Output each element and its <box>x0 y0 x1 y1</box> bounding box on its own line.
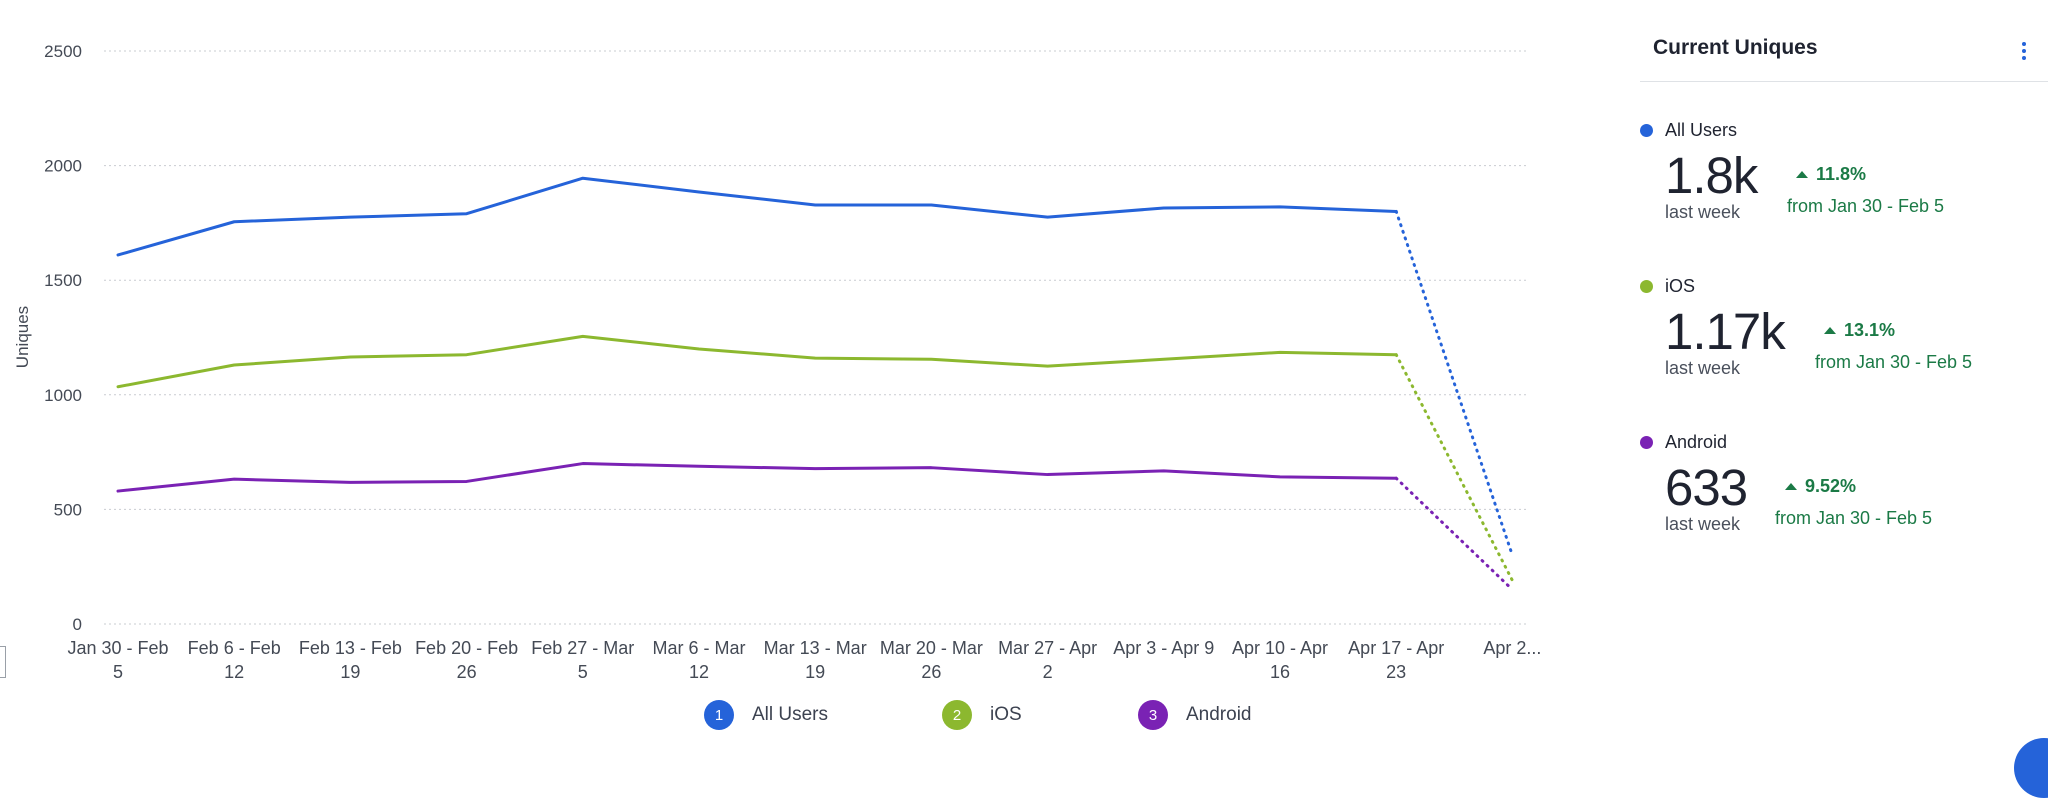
panel-title: Current Uniques <box>1653 36 1818 59</box>
x-tick-label: Feb 6 - Feb <box>188 638 281 658</box>
metric-change: 13.1% <box>1824 320 1895 341</box>
x-tick-label: Apr 2... <box>1483 638 1540 658</box>
metric-ios: iOS 1.17k last week 13.1% from Jan 30 - … <box>1640 276 2048 416</box>
legend-label-android: Android <box>1186 704 1252 725</box>
metric-value: 1.17k <box>1665 303 1786 360</box>
x-tick-label: Feb 13 - Feb <box>299 638 402 658</box>
offscreen-control[interactable] <box>0 646 6 678</box>
x-tick-label: 23 <box>1386 662 1406 682</box>
x-tick-label: 12 <box>689 662 709 682</box>
metric-value: 633 <box>1665 459 1748 516</box>
series-incomplete-all-users <box>1394 209 1514 557</box>
floating-action-button[interactable] <box>2014 738 2048 798</box>
metric-name: Android <box>1665 432 1728 452</box>
panel-divider <box>1640 81 2048 82</box>
x-tick-label: 19 <box>340 662 360 682</box>
arrow-up-icon <box>1785 483 1797 490</box>
y-tick-label: 500 <box>54 500 82 519</box>
metric-change-value: 9.52% <box>1805 476 1857 496</box>
metric-change-value: 11.8% <box>1816 164 1867 184</box>
x-tick-label: 12 <box>224 662 244 682</box>
legend-label-ios: iOS <box>990 704 1022 725</box>
metric-change-value: 13.1% <box>1844 320 1896 340</box>
series-line-all-users <box>116 176 1398 257</box>
arrow-up-icon <box>1796 171 1808 178</box>
metric-value: 1.8k <box>1665 147 1758 204</box>
x-tick-label: Mar 20 - Mar <box>880 638 983 658</box>
legend-item-ios[interactable]: 2 iOS <box>942 700 1022 730</box>
y-tick-label: 2000 <box>44 157 82 176</box>
metric-comparison: from Jan 30 - Feb 5 <box>1775 508 1933 528</box>
series-line-ios <box>116 334 1398 389</box>
x-tick-label: 19 <box>805 662 825 682</box>
legend-item-android[interactable]: 3 Android <box>1138 700 1252 730</box>
x-tick-label: 26 <box>921 662 941 682</box>
metric-name: iOS <box>1665 276 1696 296</box>
x-tick-label: Mar 13 - Mar <box>764 638 867 658</box>
metric-name: All Users <box>1665 120 1738 140</box>
metric-android: Android 633 last week 9.52% from Jan 30 … <box>1640 432 2048 572</box>
x-tick-label: 16 <box>1270 662 1290 682</box>
x-tick-label: Feb 27 - Mar <box>531 638 634 658</box>
series-dot-icon <box>1640 124 1653 137</box>
chart-legend: 1 All Users 2 iOS 3 Android <box>0 700 1530 736</box>
legend-item-all-users[interactable]: 1 All Users <box>704 700 828 730</box>
y-tick-label: 1000 <box>44 386 82 405</box>
series-incomplete-ios <box>1394 353 1514 582</box>
series-incomplete-android <box>1394 476 1514 592</box>
metric-change: 9.52% <box>1785 476 1856 497</box>
y-tick-label: 0 <box>73 615 82 634</box>
legend-badge-ios: 2 <box>942 700 972 730</box>
y-tick-label: 1500 <box>44 271 82 290</box>
x-tick-label: Mar 6 - Mar <box>652 638 745 658</box>
metric-period: last week <box>1665 202 1741 222</box>
uniques-line-chart: 0 500 1000 1500 2000 2500 Uniques Jan 30 - Feb 5… <box>13 42 1540 682</box>
x-tick-label: 2 <box>1043 662 1053 682</box>
y-axis-label: Uniques <box>13 306 32 368</box>
metric-change: 11.8% <box>1796 164 1866 185</box>
legend-badge-all-users: 1 <box>704 700 734 730</box>
series-dot-icon <box>1640 436 1653 449</box>
metric-comparison: from Jan 30 - Feb 5 <box>1815 352 1973 372</box>
arrow-up-icon <box>1824 327 1836 334</box>
x-tick-label: Apr 17 - Apr <box>1348 638 1444 658</box>
series-dot-icon <box>1640 280 1653 293</box>
x-tick-label: 5 <box>578 662 588 682</box>
x-tick-label: Apr 3 - Apr 9 <box>1113 638 1214 658</box>
metric-period: last week <box>1665 358 1741 378</box>
metric-period: last week <box>1665 514 1741 534</box>
x-tick-label: 26 <box>457 662 477 682</box>
legend-badge-android: 3 <box>1138 700 1168 730</box>
x-tick-label: Apr 10 - Apr <box>1232 638 1328 658</box>
more-options-icon[interactable] <box>2014 36 2034 66</box>
series-line-android <box>116 462 1398 493</box>
metric-all-users: All Users 1.8k last week 11.8% from Jan … <box>1640 120 2048 260</box>
x-tick-label: Mar 27 - Apr <box>998 638 1097 658</box>
x-tick-label: Feb 20 - Feb <box>415 638 518 658</box>
x-tick-label: 5 <box>113 662 123 682</box>
metric-comparison: from Jan 30 - Feb 5 <box>1787 196 1945 216</box>
y-tick-label: 2500 <box>44 42 82 61</box>
legend-label-all-users: All Users <box>752 704 829 725</box>
x-tick-label: Jan 30 - Feb <box>67 638 168 658</box>
